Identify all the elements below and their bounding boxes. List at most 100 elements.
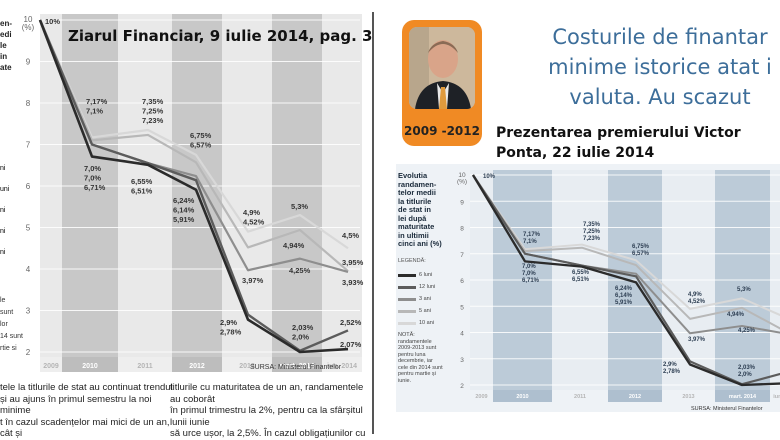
x-tick-label: 2009: [475, 394, 487, 400]
slide-title-line-1: Costurile de finantar: [552, 25, 768, 49]
chart-heading-line: cinci ani (%): [398, 239, 442, 248]
note-line: pentru martie și: [398, 371, 436, 377]
portrait-photo: [409, 27, 475, 109]
caption-line: în primul trimestru la 2%, pentru ca la …: [170, 405, 363, 428]
y-unit-label: (%): [22, 23, 35, 32]
x-tick-label: 2011: [137, 363, 152, 370]
data-label: 2,78%: [220, 328, 242, 337]
data-label: 2,0%: [738, 372, 752, 378]
data-label: 4,9%: [243, 208, 260, 217]
chart-heading-line: randamen-: [398, 179, 437, 189]
slide-title-line-3: valuta. Au scazut: [569, 85, 751, 109]
data-label: 7,23%: [142, 116, 164, 125]
note-line: cele din 2014 sunt: [398, 364, 443, 371]
data-label: 6,57%: [190, 141, 212, 150]
x-tick-label: mart. 2014: [729, 394, 757, 400]
data-label: 3,97%: [688, 337, 706, 343]
x-axis-cell: [272, 357, 322, 372]
data-label: 2,03%: [738, 365, 756, 371]
chart-heading: Evolutia randamen-telor medii la titlurile…: [398, 171, 458, 249]
data-label: 4,9%: [688, 292, 702, 298]
data-label: 7,35%: [142, 97, 164, 106]
side-text-fragment: ni: [0, 165, 6, 172]
data-label: 4,94%: [283, 241, 305, 250]
x-tick-label: 2010: [516, 394, 528, 400]
x-tick-label: iun. 2014: [773, 394, 780, 400]
data-label: 6,51%: [572, 277, 590, 283]
x-tick-label: 2012: [189, 363, 205, 370]
data-label: 2,9%: [220, 318, 237, 327]
data-label: 10%: [483, 174, 496, 180]
legend-swatch-icon: [398, 273, 416, 277]
right-source-note: SURSA: Ministerul Finantelor: [691, 406, 763, 412]
note-line: 2009-2013 sunt: [398, 345, 437, 351]
data-label: 4,25%: [289, 266, 311, 275]
data-label: 10%: [45, 17, 60, 26]
data-label: 6,71%: [522, 278, 540, 284]
series-line-10-ani: [472, 174, 780, 317]
legend-swatch-icon: [398, 297, 416, 301]
data-label: 6,55%: [131, 177, 153, 186]
y-tick-label: 4: [460, 331, 464, 338]
data-label: 7,1%: [523, 239, 537, 245]
x-axis-cell: [470, 390, 493, 402]
data-label: 6,55%: [572, 270, 590, 276]
legend-swatch-icon: [398, 309, 416, 313]
note-line: decembrie, iar: [398, 358, 433, 364]
data-label: 6,24%: [615, 286, 633, 292]
x-axis-cell: [608, 390, 662, 402]
chart-note: NOTĂ: randamentele 2009-2013 sunt pentru lu…: [398, 332, 460, 384]
data-label: 7,17%: [523, 232, 541, 238]
x-axis-cell: [552, 390, 608, 402]
data-label: 3,95%: [342, 258, 364, 267]
side-text-fragment: ni: [0, 228, 6, 235]
series-line-5-ani: [472, 174, 780, 330]
president-photo-frame: 2009 -2012: [402, 20, 482, 146]
side-text-fragment: le: [0, 297, 6, 304]
side-legend-fragments: ni uni ni ni ni: [0, 158, 22, 263]
data-label: 3,93%: [342, 278, 364, 287]
side-text-fragment: en-: [0, 19, 12, 28]
data-label: 2,52%: [340, 318, 362, 327]
side-text-fragment: in: [0, 52, 8, 61]
source-line-2: Ponta, 22 iulie 2014: [496, 145, 655, 161]
series-line-5-ani: [38, 19, 349, 272]
legend-item: 12 luni: [398, 281, 458, 293]
x-tick-label: iun. 2014: [327, 363, 357, 370]
right-line-chart: 2 3 4 5 6 7 8 9 10(%) 2009 2010 2011 2012 2013 mart. 2…: [396, 164, 780, 412]
legend-item: 3 ani: [398, 293, 458, 305]
x-tick-label: 2011: [574, 394, 586, 400]
caption-line: tele la titlurile de stat au continuat t…: [0, 382, 173, 393]
chart-legend: LEGENDĂ: 6 luni 12 luni 3 ani 5 ani 10 ani: [398, 258, 458, 329]
data-label: 5,91%: [615, 300, 633, 306]
data-label: 2,03%: [292, 323, 314, 332]
data-label: 6,75%: [632, 244, 650, 250]
x-tick-label: 2012: [629, 394, 641, 400]
y-tick-label: 5: [460, 304, 464, 311]
series-line-10-ani: [38, 19, 349, 250]
x-axis-cell: [222, 357, 272, 372]
side-text-fragment: rtie si: [0, 345, 17, 352]
side-text-fragment: uni: [0, 186, 10, 193]
side-text-fragment: edi: [0, 30, 12, 39]
y-tick-label: 10: [24, 15, 33, 24]
note-line: iunie.: [398, 377, 412, 384]
note-line: pentru luna: [398, 351, 426, 358]
data-label: 5,91%: [173, 215, 195, 224]
side-text-fragment: ni: [0, 207, 6, 214]
legend-label: 10 ani: [419, 320, 434, 326]
side-text-fragment: lor: [0, 321, 8, 328]
y-tick-label: 10: [458, 172, 466, 179]
legend-label: 12 luni: [419, 284, 436, 290]
data-label: 6,75%: [190, 131, 212, 140]
left-newspaper-panel: 2 3 4 5 6 7 8 9 10 (%) 2009 2010 2011 2012 2013 mart. 2…: [0, 0, 372, 440]
data-label: 2,78%: [663, 369, 681, 375]
data-label: 7,17%: [86, 97, 108, 106]
photo-period-label: 2009 -2012: [404, 124, 480, 138]
legend-item: 6 luni: [398, 269, 458, 281]
data-label: 4,94%: [727, 312, 745, 318]
x-axis-cell: [118, 357, 172, 372]
article-caption-column-1: tele la titlurile de stat au continuat t…: [0, 382, 175, 440]
x-axis-cell: [62, 357, 118, 372]
data-label: 4,52%: [688, 299, 706, 305]
